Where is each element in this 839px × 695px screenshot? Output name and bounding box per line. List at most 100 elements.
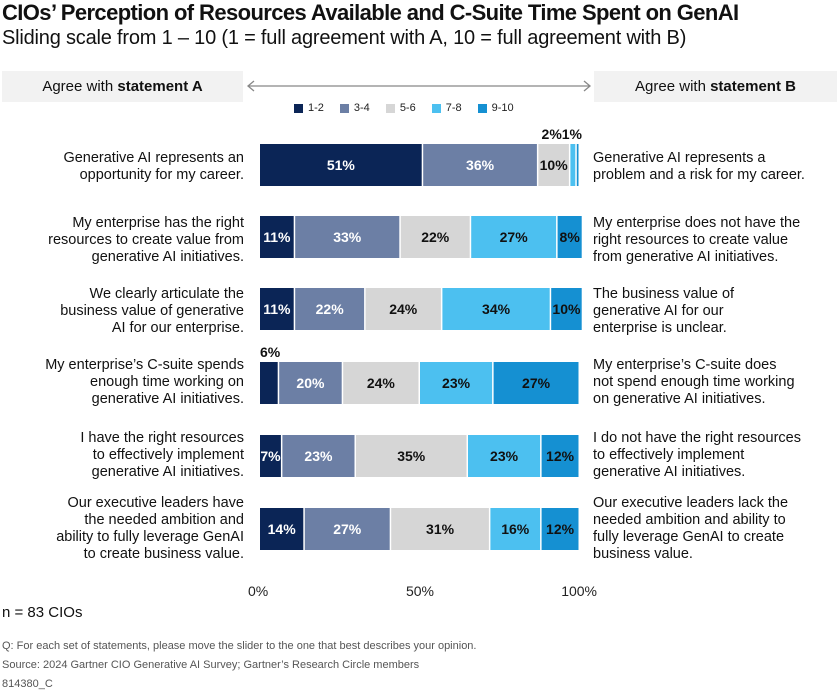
legend-swatch — [385, 103, 395, 113]
data-label: 10% — [540, 157, 569, 173]
data-label: 24% — [367, 375, 396, 391]
bar-segment-7-8-row-3 — [442, 288, 550, 330]
sample-size: n = 83 CIOs — [2, 604, 83, 621]
legend-item-1-2: 1-2 — [294, 102, 324, 114]
legend-swatch — [294, 103, 303, 113]
statement-b-label: My enterprise does not have the right res… — [593, 215, 801, 265]
data-label: 33% — [333, 229, 362, 245]
statement-a-prefix: Agree with — [42, 78, 118, 95]
data-label: 7% — [260, 448, 281, 464]
data-label-outside: 6% — [260, 344, 281, 360]
bar-segment-5-6-row-4 — [343, 362, 419, 404]
double-arrow-icon — [246, 80, 592, 92]
statement-b-bold: statement B — [710, 78, 796, 95]
legend-label: 9-10 — [491, 102, 514, 114]
statement-a-label: Our executive leaders have the needed amb… — [56, 495, 244, 562]
statement-b-label: My enterprise’s C-suite does not spend en… — [593, 357, 795, 407]
bar-segment-9-10-row-6 — [541, 508, 579, 550]
bar-segment-9-10-row-1 — [576, 144, 579, 186]
data-label: 20% — [296, 375, 325, 391]
chart-legend: 1-2 3-4 5-6 7-8 9-10 — [294, 102, 514, 114]
x-tick-label: 0% — [248, 583, 268, 599]
data-label: 23% — [304, 448, 333, 464]
bar-segment-3-4-row-4 — [279, 362, 342, 404]
bar-segment-1-2-row-5 — [260, 435, 281, 477]
statement-b-label: Our executive leaders lack the needed amb… — [593, 495, 789, 562]
data-label: 24% — [389, 301, 418, 317]
data-label: 23% — [442, 375, 471, 391]
bar-segment-5-6-row-5 — [356, 435, 467, 477]
statement-b-prefix: Agree with — [635, 78, 711, 95]
legend-label: 3-4 — [353, 102, 370, 114]
data-label: 12% — [546, 448, 575, 464]
bar-segment-7-8-row-2 — [471, 216, 557, 258]
x-tick-label: 50% — [406, 583, 434, 599]
data-label: 22% — [421, 229, 450, 245]
bar-segment-5-6-row-6 — [391, 508, 489, 550]
bar-segment-3-4-row-1 — [423, 144, 537, 186]
statement-b-label: Generative AI represents a problem and a … — [593, 150, 805, 183]
legend-item-7-8: 7-8 — [431, 102, 462, 114]
data-label: 27% — [522, 375, 551, 391]
legend-item-9-10: 9-10 — [477, 102, 514, 114]
data-label: 35% — [397, 448, 426, 464]
bar-segment-7-8-row-1 — [570, 144, 576, 186]
statement-a-label: My enterprise’s C-suite spends enough tim… — [45, 357, 244, 407]
bar-segment-3-4-row-3 — [295, 288, 365, 330]
legend-item-5-6: 5-6 — [385, 102, 416, 114]
bar-segment-7-8-row-5 — [468, 435, 541, 477]
statement-a-label: My enterprise has the right resources to … — [48, 215, 244, 265]
legend-swatch — [431, 103, 441, 113]
statement-a-header: Agree with statement A — [2, 71, 243, 102]
bar-segment-7-8-row-6 — [490, 508, 541, 550]
bar-segment-5-6-row-2 — [400, 216, 470, 258]
bar-segment-5-6-row-1 — [538, 144, 569, 186]
data-label: 10% — [552, 301, 581, 317]
statement-a-label: Generative AI represents an opportunity f… — [63, 150, 244, 183]
data-label: 23% — [490, 448, 519, 464]
data-label: 31% — [426, 521, 455, 537]
data-label: 51% — [327, 157, 356, 173]
bar-segment-1-2-row-6 — [260, 508, 304, 550]
data-label: 34% — [482, 301, 511, 317]
data-label: 27% — [500, 229, 529, 245]
statement-b-label: I do not have the right resources to effe… — [593, 430, 801, 480]
question-note: Q: For each set of statements, please mo… — [2, 640, 477, 652]
legend-label: 1-2 — [308, 102, 324, 114]
legend-item-3-4: 3-4 — [339, 102, 370, 114]
statement-b-header: Agree with statement B — [594, 71, 837, 102]
data-label: 16% — [501, 521, 530, 537]
data-label: 11% — [263, 229, 291, 245]
legend-label: 7-8 — [445, 102, 462, 114]
data-label: 12% — [546, 521, 575, 537]
bar-segment-1-2-row-1 — [260, 144, 422, 186]
data-label: 22% — [316, 301, 345, 317]
data-label: 8% — [560, 229, 581, 245]
x-tick-label: 100% — [561, 583, 597, 599]
bar-segment-9-10-row-5 — [541, 435, 579, 477]
bar-segment-9-10-row-2 — [557, 216, 582, 258]
bar-segment-9-10-row-3 — [551, 288, 582, 330]
bar-segment-1-2-row-4 — [260, 362, 278, 404]
statement-a-label: I have the right resources to effectively… — [80, 430, 244, 480]
bar-segment-1-2-row-2 — [260, 216, 294, 258]
legend-swatch — [339, 103, 349, 113]
bar-segment-1-2-row-3 — [260, 288, 294, 330]
chart-subtitle: Sliding scale from 1 – 10 (1 = full agre… — [2, 27, 687, 49]
bar-segment-7-8-row-4 — [420, 362, 493, 404]
chart-title: CIOs’ Perception of Resources Available … — [2, 0, 739, 25]
bar-segment-3-4-row-2 — [295, 216, 400, 258]
bar-segment-5-6-row-3 — [365, 288, 441, 330]
data-label-outside: 2%1% — [542, 126, 583, 142]
data-label: 14% — [268, 521, 297, 537]
data-label: 36% — [466, 157, 495, 173]
figure-id: 814380_C — [2, 678, 53, 690]
legend-swatch — [477, 103, 487, 113]
statement-a-bold: statement A — [117, 78, 203, 95]
statement-a-label: We clearly articulate the business value … — [60, 286, 244, 336]
bar-segment-3-4-row-5 — [282, 435, 355, 477]
statement-b-label: The business value of generative AI for o… — [593, 286, 735, 336]
source-note: Source: 2024 Gartner CIO Generative AI S… — [2, 659, 420, 671]
data-label: 11% — [263, 301, 291, 317]
